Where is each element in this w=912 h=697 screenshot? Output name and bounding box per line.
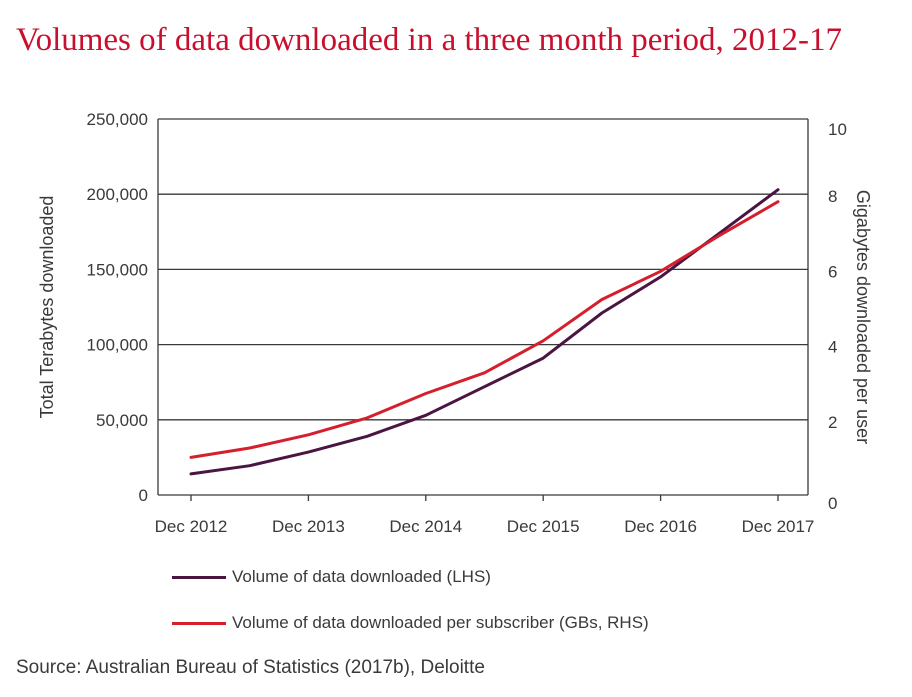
line-chart: 0 50,000 100,000 150,000 200,000 250,000 0 2 4 6 8… [37, 110, 873, 536]
y-tick-label: 150,000 [87, 260, 148, 279]
y-tick-label: 250,000 [87, 110, 148, 129]
legend-label-rhs: Volume of data downloaded per subscriber… [232, 613, 649, 632]
legend-item-rhs: Volume of data downloaded per subscriber… [172, 611, 649, 635]
y-tick-label: 200,000 [87, 185, 148, 204]
y-tick-label: 0 [139, 486, 148, 505]
y2-tick-label: 4 [828, 338, 837, 357]
y2-tick-label: 2 [828, 413, 837, 432]
legend-item-lhs: Volume of data downloaded (LHS) [172, 565, 649, 589]
x-tick-label: Dec 2015 [507, 517, 580, 536]
y-axis-title: Total Terabytes downloaded [37, 196, 57, 419]
y2-tick-label: 0 [828, 494, 837, 513]
y2-tick-label: 8 [828, 187, 837, 206]
legend-swatch-lhs [172, 575, 226, 579]
y2-axis-title: Gigabytes downloaded per user [853, 190, 873, 444]
y2-tick-label: 6 [828, 262, 837, 281]
y-tick-label: 50,000 [96, 411, 148, 430]
chart-title: Volumes of data downloaded in a three mo… [16, 22, 843, 58]
y-tick-label: 100,000 [87, 336, 148, 355]
series-line-lhs [189, 188, 780, 476]
legend-swatch-rhs [172, 621, 226, 625]
source-note: Source: Australian Bureau of Statistics … [16, 657, 485, 678]
x-tick-label: Dec 2016 [624, 517, 697, 536]
legend-label-lhs: Volume of data downloaded (LHS) [232, 567, 491, 586]
x-tick-label: Dec 2014 [389, 517, 462, 536]
chart-legend: Volume of data downloaded (LHS) Volume o… [172, 565, 649, 635]
y2-tick-label: 10 [828, 120, 847, 139]
series-line-rhs [189, 200, 780, 459]
x-tick-label: Dec 2013 [272, 517, 345, 536]
x-tick-label: Dec 2017 [742, 517, 815, 536]
x-tick-label: Dec 2012 [155, 517, 228, 536]
